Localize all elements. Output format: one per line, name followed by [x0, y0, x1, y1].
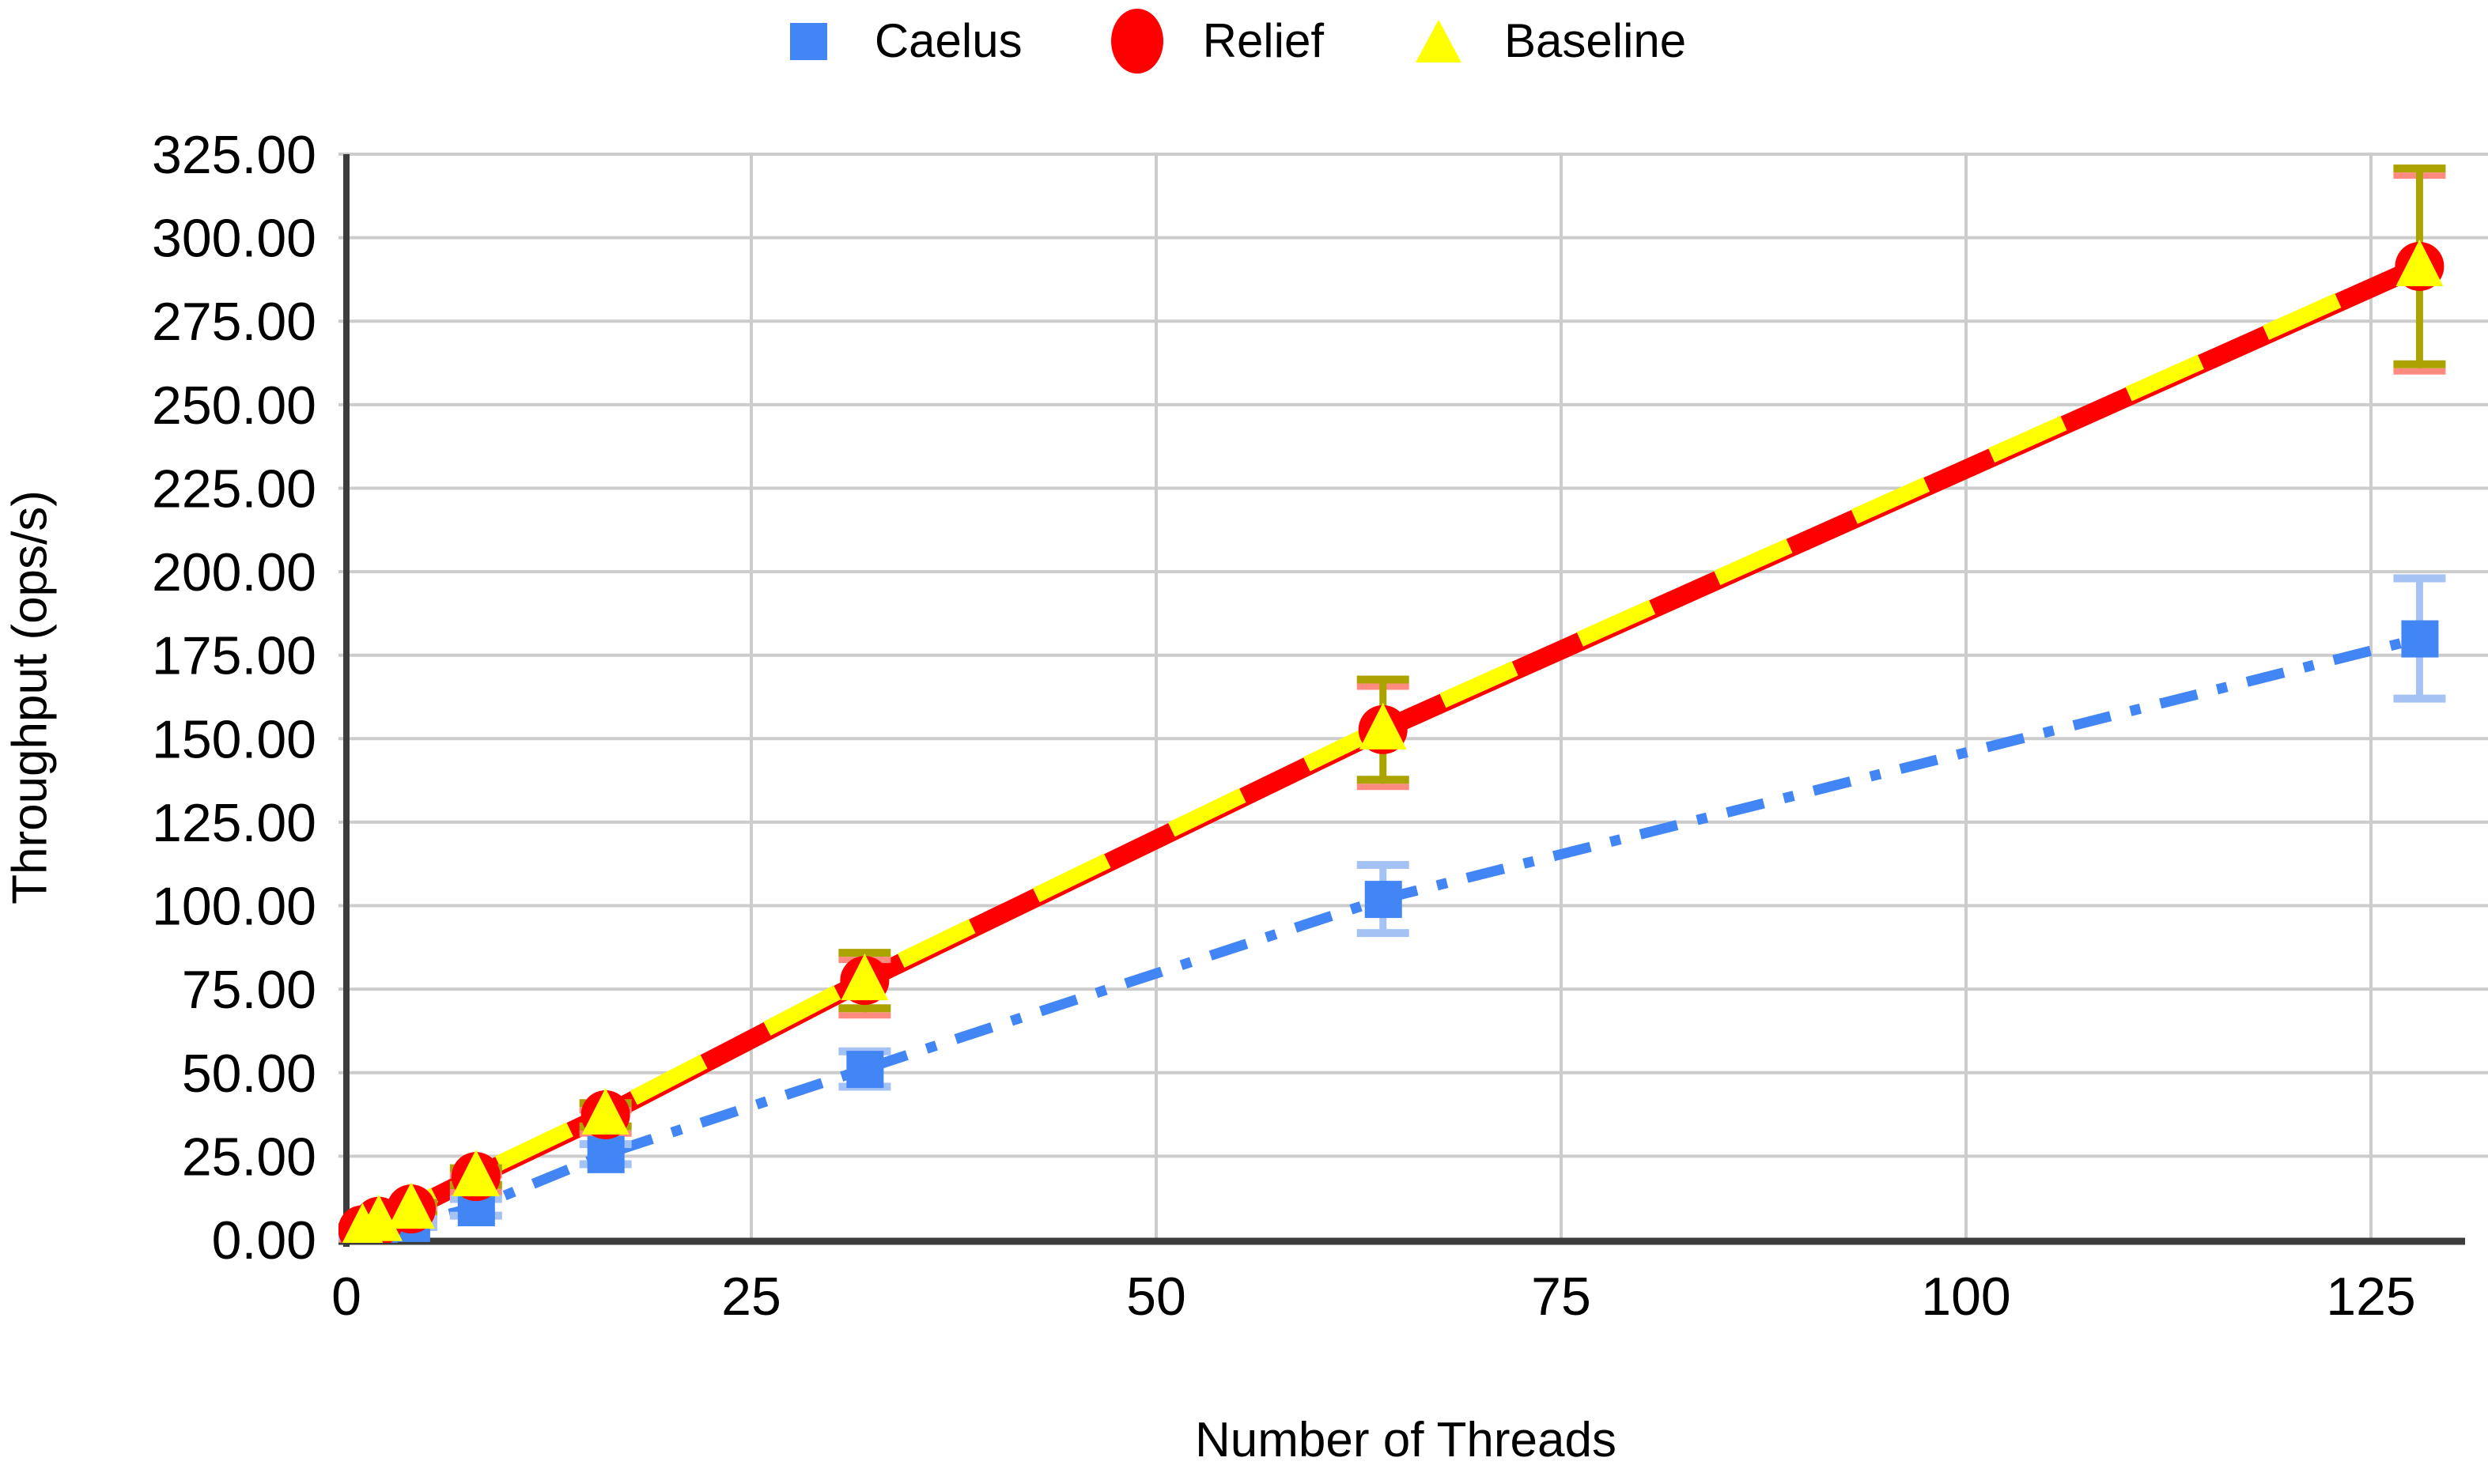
baseline-marker: [2395, 239, 2444, 286]
x-axis-title: Number of Threads: [1195, 1413, 1616, 1467]
y-tick-label: 50.00: [182, 1044, 316, 1104]
legend: Caelus Relief Baseline: [0, 5, 2479, 77]
legend-label-relief: Relief: [1202, 14, 1325, 67]
y-tick-label: 100.00: [152, 877, 316, 937]
legend-item-baseline: Baseline: [1412, 8, 1686, 74]
caelus-marker: [1364, 881, 1402, 919]
y-tick-label: 125.00: [152, 793, 316, 853]
baseline-triangle-icon: [1412, 8, 1465, 74]
y-tick-label: 75.00: [182, 960, 316, 1020]
baseline-marker: [1359, 702, 1407, 750]
caelus-marker: [2401, 620, 2439, 658]
series-layer: [338, 164, 2446, 1243]
y-tick-label: 200.00: [152, 542, 316, 602]
baseline-marker: [452, 1150, 500, 1197]
y-tick-label: 150.00: [152, 709, 316, 769]
y-tick-label: 275.00: [152, 292, 316, 352]
y-tick-label: 0.00: [212, 1210, 316, 1271]
x-tick-label: 125: [2326, 1267, 2415, 1327]
x-tick-label: 25: [721, 1267, 781, 1327]
caelus-square-icon: [783, 8, 835, 74]
caelus-marker: [587, 1135, 625, 1173]
legend-item-caelus: Caelus: [783, 8, 1023, 74]
baseline-marker: [841, 953, 889, 1001]
relief-circle-icon: [1110, 8, 1163, 74]
x-tick-label: 75: [1531, 1267, 1591, 1327]
y-tick-label: 250.00: [152, 376, 316, 436]
baseline-marker: [354, 1194, 403, 1241]
x-tick-label: 0: [331, 1267, 361, 1327]
legend-item-relief: Relief: [1110, 8, 1325, 74]
y-tick-label: 325.00: [152, 125, 316, 185]
x-tick-label: 100: [1921, 1267, 2010, 1327]
baseline-marker: [581, 1087, 630, 1135]
legend-label-baseline: Baseline: [1504, 14, 1687, 67]
y-tick-label: 175.00: [152, 626, 316, 686]
baseline-marker: [387, 1182, 435, 1229]
y-axis-title: Throughput (ops/s): [2, 490, 58, 904]
y-tick-label: 225.00: [152, 459, 316, 519]
y-tick-label: 25.00: [182, 1127, 316, 1187]
caelus-marker: [846, 1051, 884, 1089]
x-tick-label: 50: [1126, 1267, 1186, 1327]
y-tick-label: 300.00: [152, 209, 316, 269]
legend-label-caelus: Caelus: [874, 14, 1023, 67]
